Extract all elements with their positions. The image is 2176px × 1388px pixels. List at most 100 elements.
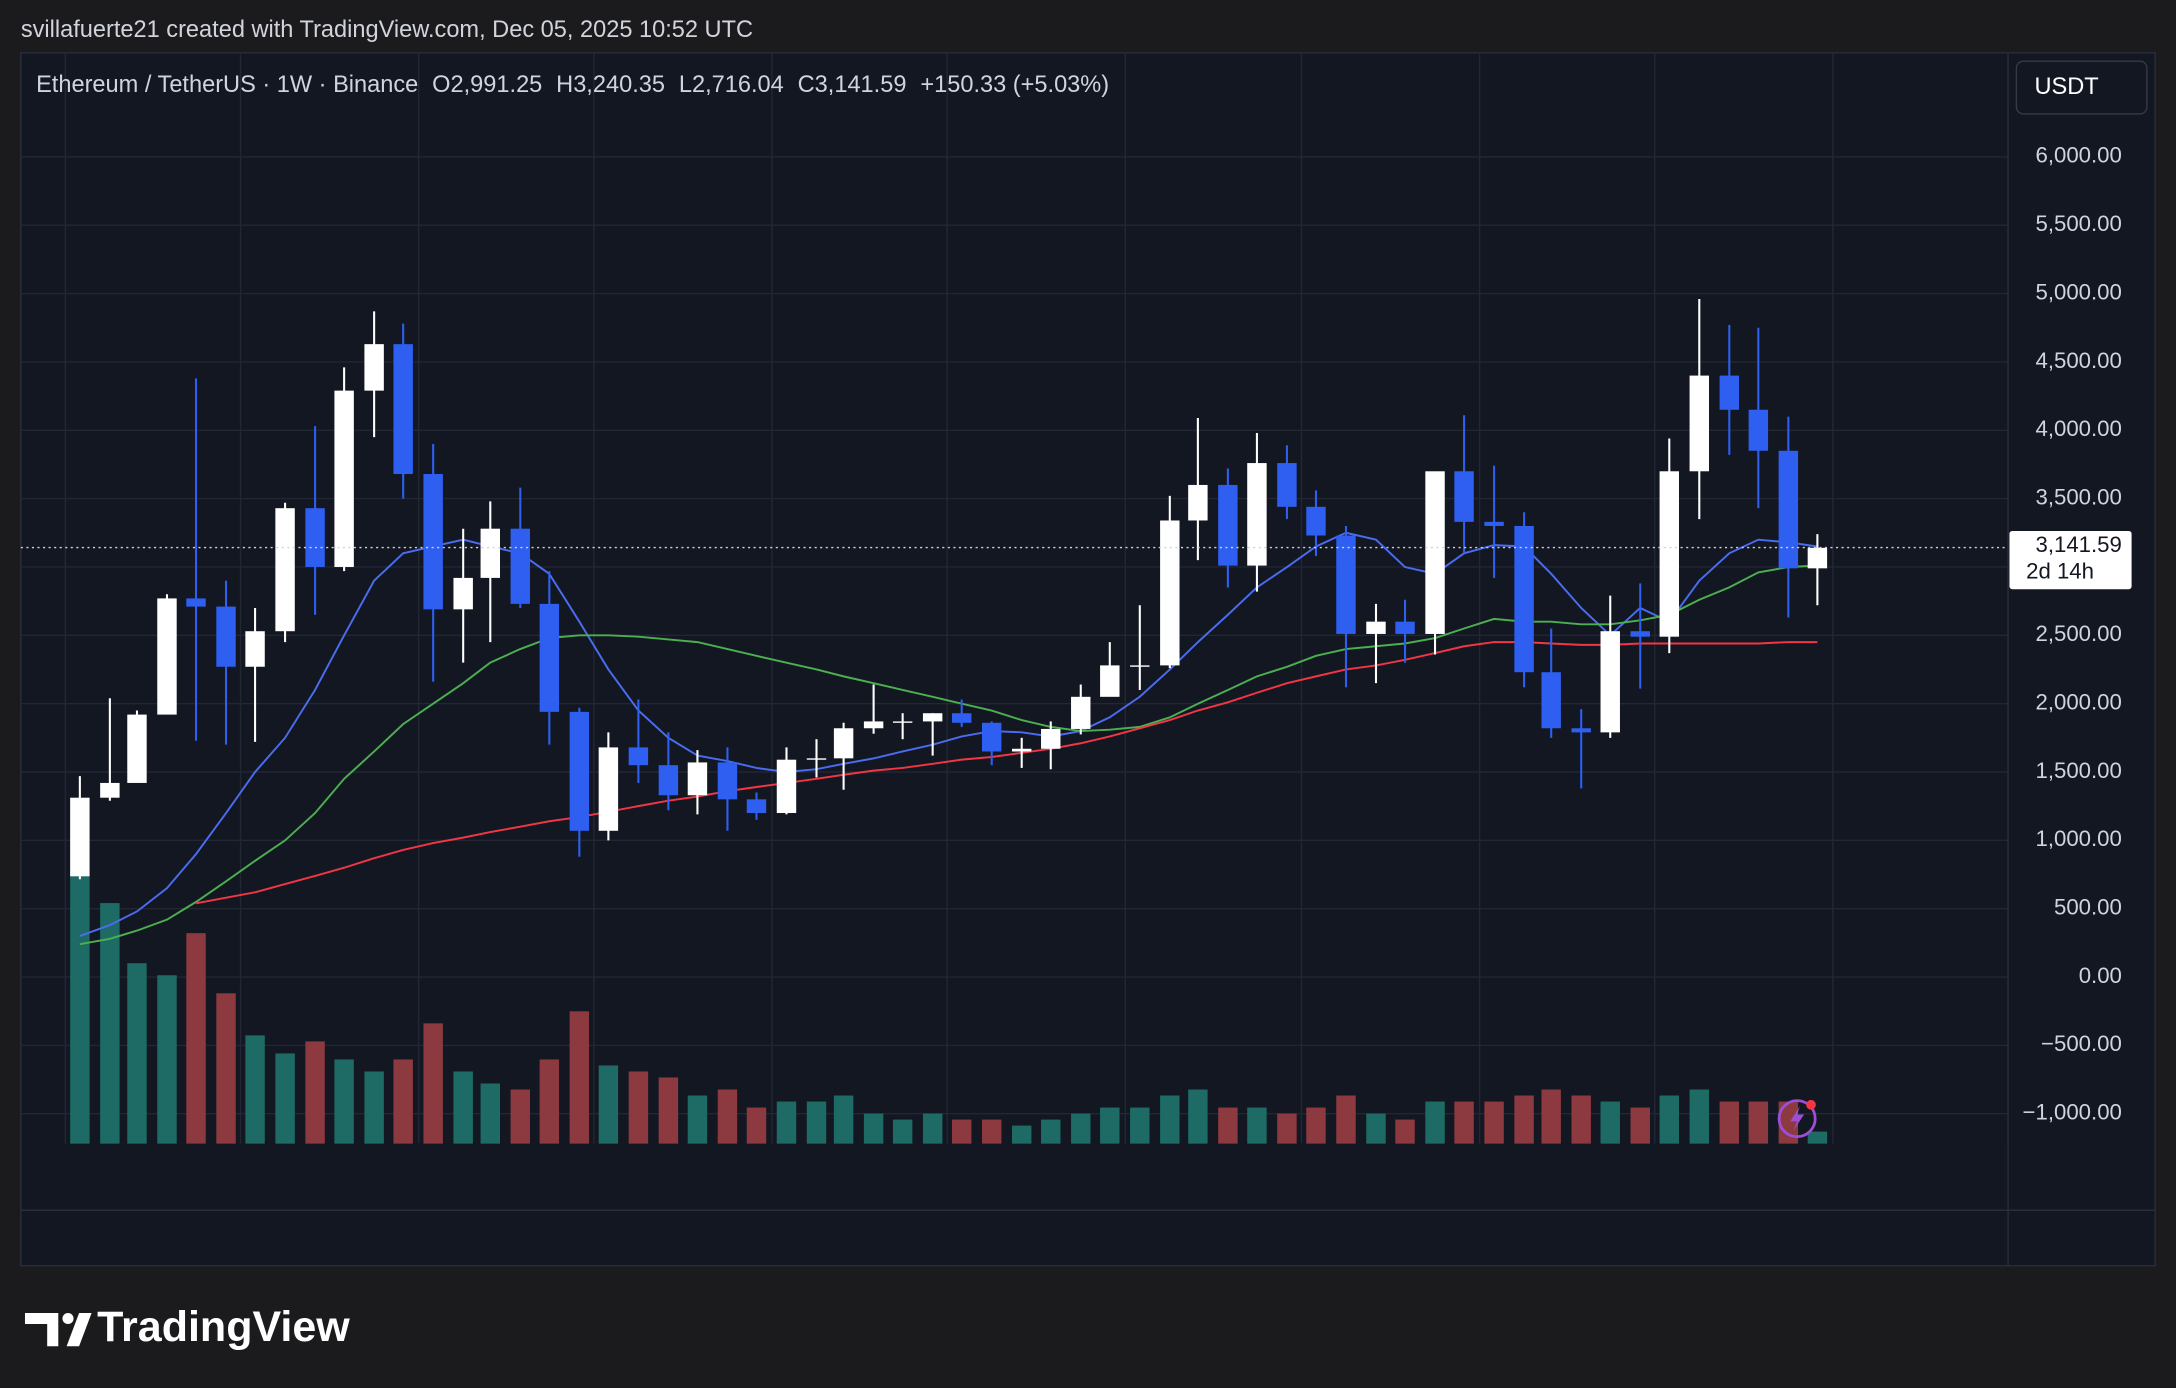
volume-bar	[1748, 1101, 1769, 1144]
candle-body	[569, 711, 590, 831]
volume-bar	[833, 1095, 854, 1144]
volume-bar	[1719, 1101, 1740, 1144]
volume-bar	[1454, 1101, 1474, 1144]
candle-body	[510, 528, 531, 604]
candle-body	[1071, 696, 1091, 729]
candle-body	[922, 713, 943, 722]
candle-body	[1600, 631, 1620, 733]
candle-body	[1659, 471, 1680, 637]
legend-close: C3,141.59	[798, 71, 907, 97]
candle-body	[275, 508, 295, 632]
candle-body	[216, 606, 236, 667]
candle-body	[1011, 748, 1032, 752]
volume-bar	[892, 1119, 913, 1144]
candle-body	[186, 598, 206, 607]
candle-body	[1571, 728, 1591, 733]
candle-body	[1247, 463, 1267, 566]
currency[interactable]: USDT	[2034, 73, 2098, 99]
candle-body	[1277, 463, 1297, 507]
candle-body	[1188, 484, 1208, 521]
legend-low: L2,716.04	[679, 71, 784, 97]
candle-body	[1807, 547, 1828, 569]
volume-bar	[275, 1053, 295, 1144]
candle-body	[1425, 471, 1445, 634]
y-tick-label: 4,500.00	[2036, 348, 2122, 373]
volume-bar	[364, 1071, 384, 1144]
volume-bar	[806, 1101, 827, 1144]
candle-body	[833, 728, 854, 759]
candle-body	[1041, 728, 1061, 749]
volume	[70, 873, 1828, 1144]
y-tick-label: −1,000.00	[2023, 1100, 2122, 1125]
candle-body	[687, 762, 708, 796]
volume-bar	[510, 1089, 531, 1144]
volume-bar	[1366, 1113, 1386, 1144]
volume-bar	[1071, 1113, 1091, 1144]
candle-body	[157, 598, 177, 715]
volume-bar	[1130, 1107, 1150, 1144]
volume-bar	[100, 903, 120, 1144]
volume-bar	[216, 993, 236, 1144]
candle-body	[981, 722, 1002, 752]
volume-bar	[334, 1059, 354, 1144]
axes: −1,000.00 −500.00 0.00 500.00 1,000.00 1,500.…	[20, 143, 2132, 1125]
candle-body	[393, 344, 413, 475]
candle-body	[539, 603, 560, 712]
volume-bar	[186, 933, 206, 1144]
volume-bar	[245, 1035, 265, 1144]
y-tick-label: 1,500.00	[2036, 758, 2122, 783]
volume-bar	[1336, 1095, 1356, 1144]
volume-bar	[628, 1071, 649, 1144]
y-tick-label: 5,000.00	[2036, 279, 2122, 304]
candle-body	[717, 762, 738, 800]
candle-body	[1541, 672, 1561, 729]
volume-bar	[1041, 1119, 1061, 1144]
candle-body	[1778, 450, 1799, 569]
candle-body	[70, 797, 90, 877]
logo-icon	[24, 1312, 92, 1347]
volume-bar	[1247, 1107, 1267, 1144]
volume-bar	[70, 873, 90, 1144]
volume-bar	[687, 1095, 708, 1144]
y-tick-label: 0.00	[2079, 963, 2122, 988]
y-tick-label: 4,000.00	[2036, 416, 2122, 441]
volume-bar	[1218, 1107, 1238, 1144]
candle-body	[334, 390, 354, 567]
y-tick-label: 500.00	[2054, 895, 2122, 920]
y-tick-label: 6,000.00	[2036, 143, 2122, 168]
y-tick-label: 1,000.00	[2036, 826, 2122, 851]
volume-bar	[951, 1119, 972, 1144]
candle-body	[1484, 521, 1504, 526]
candle-body	[863, 721, 884, 729]
candle-body	[1218, 484, 1238, 566]
volume-bar	[1807, 1131, 1828, 1144]
candle-body	[1100, 665, 1120, 697]
last-price-label: 3,141.59	[2036, 532, 2122, 557]
logo: TradingView	[97, 1303, 350, 1351]
volume-bar	[1659, 1095, 1680, 1144]
candle-body	[951, 713, 972, 723]
candle-body	[127, 714, 147, 783]
y-tick-label: 2,000.00	[2036, 690, 2122, 715]
candle-body	[1395, 621, 1415, 634]
volume-bar	[1425, 1101, 1445, 1144]
legend-change: +150.33 (+5.03%)	[920, 71, 1109, 97]
volume-bar	[1600, 1101, 1620, 1144]
volume-bar	[863, 1113, 884, 1144]
volume-bar	[746, 1107, 767, 1144]
candle-body	[1454, 471, 1474, 522]
candle-body	[1366, 621, 1386, 634]
volume-bar	[127, 963, 147, 1144]
candle-body	[658, 765, 679, 796]
y-tick-label: 5,500.00	[2036, 211, 2122, 236]
volume-bar	[1778, 1101, 1799, 1144]
candle-body	[628, 747, 649, 766]
y-tick-label: −500.00	[2041, 1031, 2122, 1056]
symbol: Ethereum / TetherUS · 1W · Binance	[36, 71, 418, 97]
alert-icon[interactable]	[1777, 1099, 1817, 1139]
volume-bar	[1160, 1095, 1180, 1144]
currency-button[interactable]	[2015, 60, 2148, 115]
volume-bar	[305, 1041, 325, 1144]
candle-body	[1306, 506, 1326, 536]
